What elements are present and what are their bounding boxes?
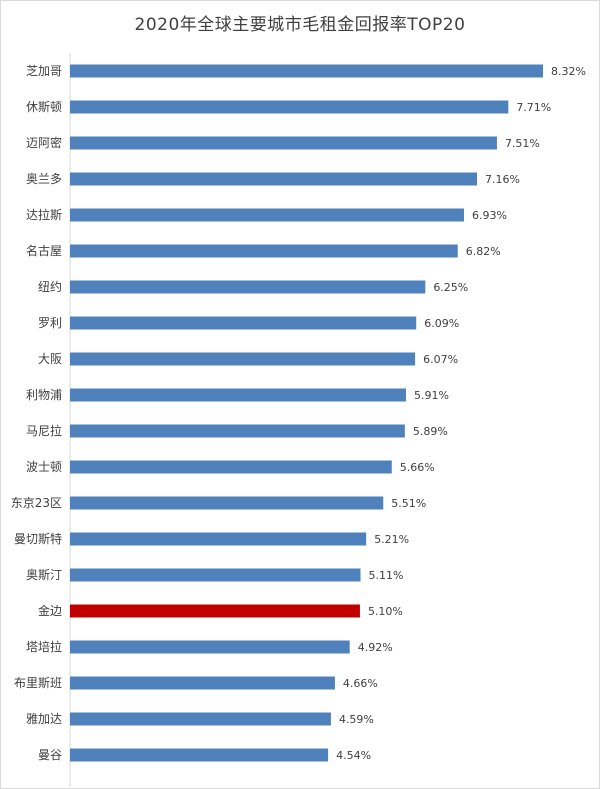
category-label: 休斯顿 — [26, 100, 62, 114]
value-label: 5.10% — [368, 605, 403, 618]
bar — [70, 640, 350, 654]
category-label: 曼谷 — [38, 748, 62, 762]
category-label: 雅加达 — [26, 711, 62, 726]
value-label: 6.25% — [433, 281, 468, 294]
bar — [70, 424, 405, 438]
bar — [70, 64, 543, 78]
bar — [70, 136, 497, 150]
value-label: 6.82% — [466, 245, 501, 258]
category-label: 名古屋 — [26, 243, 62, 258]
bar — [70, 244, 458, 258]
bar — [70, 316, 417, 330]
value-label: 5.91% — [414, 389, 449, 402]
bar — [70, 676, 335, 690]
bar — [70, 208, 464, 222]
category-label: 迈阿密 — [26, 135, 62, 150]
bar — [70, 460, 392, 474]
value-label: 4.92% — [358, 641, 393, 654]
value-label: 6.09% — [424, 317, 459, 330]
bar — [70, 748, 329, 762]
category-label: 布里斯班 — [14, 676, 62, 690]
category-label: 大阪 — [38, 352, 62, 366]
value-label: 4.59% — [339, 713, 374, 726]
category-label: 利物浦 — [26, 388, 62, 402]
bar — [70, 100, 509, 114]
value-label: 4.66% — [343, 677, 378, 690]
bar — [70, 568, 361, 582]
value-label: 5.21% — [374, 533, 409, 546]
category-label: 奥兰多 — [26, 172, 62, 186]
category-label: 达拉斯 — [26, 207, 62, 222]
category-label: 塔培拉 — [26, 639, 62, 654]
category-label: 东京23区 — [11, 496, 62, 510]
category-label: 纽约 — [38, 279, 62, 294]
value-label: 7.16% — [485, 173, 520, 186]
value-label: 5.11% — [369, 569, 404, 582]
category-label: 马尼拉 — [26, 423, 62, 438]
category-label: 罗利 — [38, 316, 62, 330]
bar — [70, 604, 360, 618]
category-label: 芝加哥 — [26, 63, 62, 78]
bar — [70, 280, 426, 294]
value-label: 5.51% — [391, 497, 426, 510]
category-label: 波士顿 — [26, 460, 62, 474]
value-label: 7.51% — [505, 137, 540, 150]
value-label: 6.93% — [472, 209, 507, 222]
value-label: 6.07% — [423, 353, 458, 366]
bar — [70, 352, 416, 366]
value-label: 5.89% — [413, 425, 448, 438]
bar — [70, 388, 406, 402]
category-label: 金边 — [38, 603, 62, 618]
value-label: 8.32% — [551, 65, 586, 78]
bar — [70, 496, 384, 510]
value-label: 4.54% — [336, 749, 371, 762]
chart-title: 2020年全球主要城市毛租金回报率TOP20 — [134, 15, 466, 35]
category-label: 曼切斯特 — [14, 531, 62, 546]
value-label: 5.66% — [400, 461, 435, 474]
category-label: 奥斯汀 — [26, 568, 62, 582]
value-label: 7.71% — [516, 101, 551, 114]
bar — [70, 712, 331, 726]
bar — [70, 532, 367, 546]
bar — [70, 172, 478, 186]
